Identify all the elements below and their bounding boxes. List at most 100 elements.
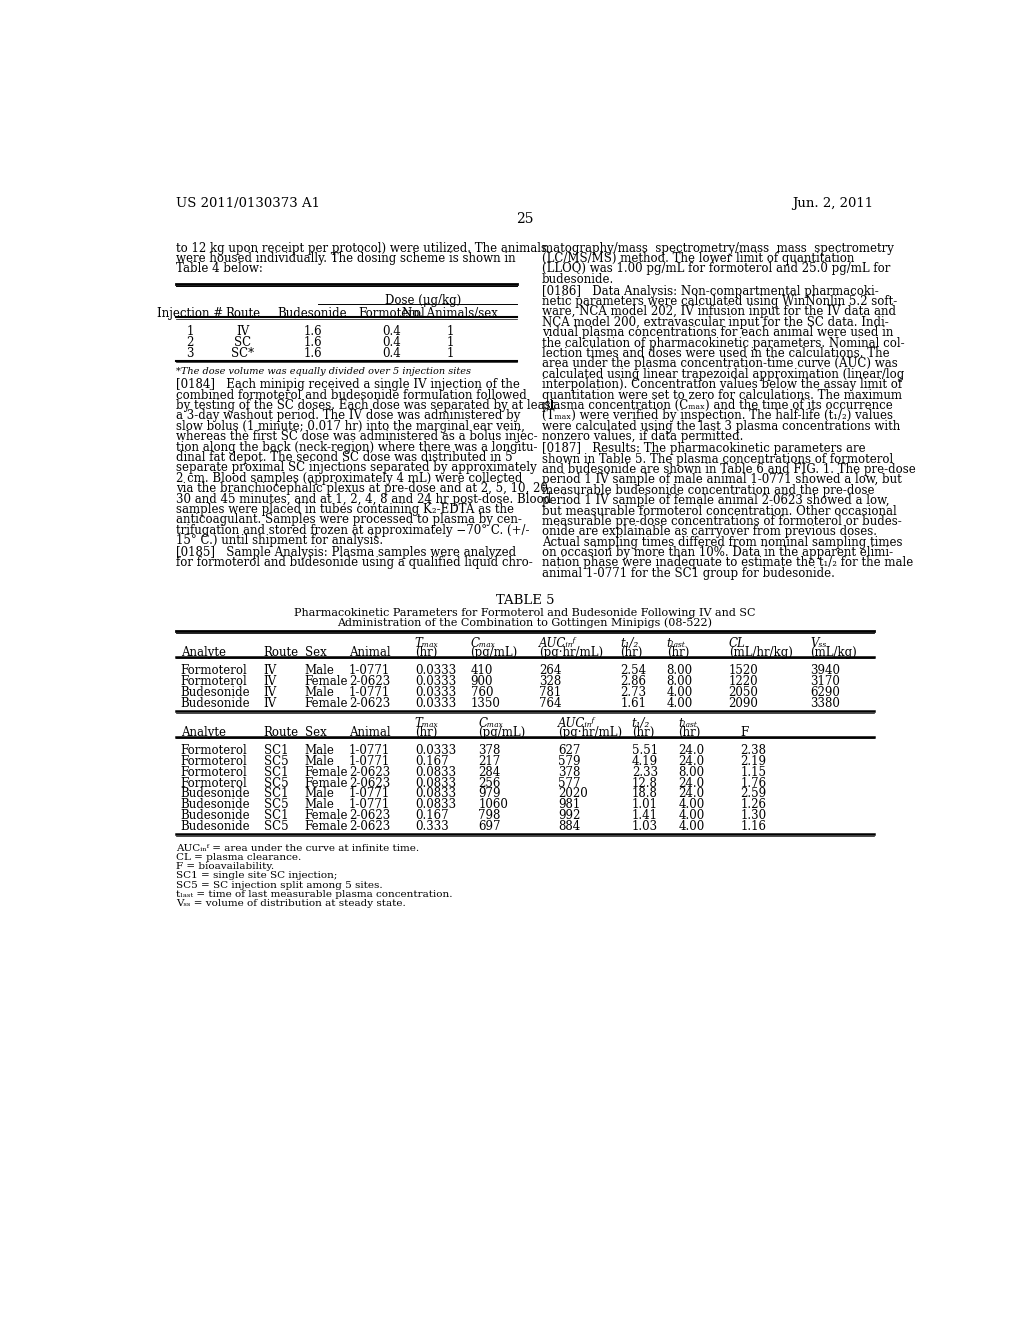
- Text: period 1 IV sample of male animal 1-0771 showed a low, but: period 1 IV sample of male animal 1-0771…: [542, 474, 901, 486]
- Text: 4.00: 4.00: [667, 697, 693, 710]
- Text: 2.38: 2.38: [740, 744, 766, 758]
- Text: 1520: 1520: [729, 664, 759, 677]
- Text: 284: 284: [478, 766, 501, 779]
- Text: Female: Female: [305, 675, 348, 688]
- Text: tₗₐₛₜ: tₗₐₛₜ: [678, 718, 697, 730]
- Text: 1-0771: 1-0771: [349, 755, 390, 768]
- Text: Budesonide: Budesonide: [180, 799, 250, 812]
- Text: F = bioavailability.: F = bioavailability.: [176, 862, 274, 871]
- Text: Route: Route: [263, 645, 299, 659]
- Text: Female: Female: [305, 809, 348, 822]
- Text: F: F: [740, 726, 749, 739]
- Text: Vₛₛ = volume of distribution at steady state.: Vₛₛ = volume of distribution at steady s…: [176, 899, 406, 908]
- Text: for formoterol and budesonide using a qualified liquid chro-: for formoterol and budesonide using a qu…: [176, 557, 532, 569]
- Text: 2.19: 2.19: [740, 755, 766, 768]
- Text: 8.00: 8.00: [667, 664, 693, 677]
- Text: Male: Male: [305, 686, 335, 698]
- Text: 1: 1: [446, 347, 454, 359]
- Text: shown in Table 5. The plasma concentrations of formoterol: shown in Table 5. The plasma concentrati…: [542, 453, 893, 466]
- Text: Dose (μg/kg): Dose (μg/kg): [385, 293, 462, 306]
- Text: 264: 264: [539, 664, 561, 677]
- Text: (pg/mL): (pg/mL): [471, 645, 518, 659]
- Text: t₁/₂: t₁/₂: [632, 718, 650, 730]
- Text: 0.0833: 0.0833: [415, 788, 456, 800]
- Text: 1: 1: [446, 325, 454, 338]
- Text: 992: 992: [558, 809, 581, 822]
- Text: 781: 781: [539, 686, 561, 698]
- Text: 217: 217: [478, 755, 501, 768]
- Text: IV: IV: [263, 686, 276, 698]
- Text: 798: 798: [478, 809, 501, 822]
- Text: plasma concentration (Cₘₐₓ) and the time of its occurrence: plasma concentration (Cₘₐₓ) and the time…: [542, 399, 893, 412]
- Text: Budesonide: Budesonide: [180, 809, 250, 822]
- Text: SC1 = single site SC injection;: SC1 = single site SC injection;: [176, 871, 338, 880]
- Text: lection times and doses were used in the calculations. The: lection times and doses were used in the…: [542, 347, 890, 360]
- Text: SC*: SC*: [231, 347, 254, 359]
- Text: SC1: SC1: [263, 809, 288, 822]
- Text: 1060: 1060: [478, 799, 508, 812]
- Text: Sex: Sex: [305, 645, 327, 659]
- Text: budesonide.: budesonide.: [542, 273, 614, 285]
- Text: Male: Male: [305, 788, 335, 800]
- Text: SC5 = SC injection split among 5 sites.: SC5 = SC injection split among 5 sites.: [176, 880, 383, 890]
- Text: 328: 328: [539, 675, 561, 688]
- Text: Male: Male: [305, 744, 335, 758]
- Text: 2.54: 2.54: [621, 664, 646, 677]
- Text: 2: 2: [186, 335, 194, 348]
- Text: 0.0333: 0.0333: [415, 744, 456, 758]
- Text: Actual sampling times differed from nominal sampling times: Actual sampling times differed from nomi…: [542, 536, 902, 549]
- Text: 0.4: 0.4: [382, 347, 400, 359]
- Text: slow bolus (1 minute; 0.017 hr) into the marginal ear vein,: slow bolus (1 minute; 0.017 hr) into the…: [176, 420, 525, 433]
- Text: nation phase were inadequate to estimate the t₁/₂ for the male: nation phase were inadequate to estimate…: [542, 557, 913, 569]
- Text: Table 4 below:: Table 4 below:: [176, 263, 263, 276]
- Text: AUCᵢₙᶠ: AUCᵢₙᶠ: [539, 638, 575, 651]
- Text: Injection #: Injection #: [157, 306, 223, 319]
- Text: 0.333: 0.333: [415, 820, 449, 833]
- Text: CL: CL: [729, 638, 745, 651]
- Text: 1-0771: 1-0771: [349, 799, 390, 812]
- Text: 378: 378: [478, 744, 501, 758]
- Text: Tₘₐₓ: Tₘₐₓ: [415, 638, 438, 651]
- Text: anticoagulant. Samples were processed to plasma by cen-: anticoagulant. Samples were processed to…: [176, 513, 522, 527]
- Text: 1220: 1220: [729, 675, 758, 688]
- Text: 579: 579: [558, 755, 581, 768]
- Text: 1.6: 1.6: [303, 347, 322, 359]
- Text: 410: 410: [471, 664, 493, 677]
- Text: SC5: SC5: [263, 799, 288, 812]
- Text: 760: 760: [471, 686, 493, 698]
- Text: (mL/hr/kg): (mL/hr/kg): [729, 645, 793, 659]
- Text: vidual plasma concentrations for each animal were used in: vidual plasma concentrations for each an…: [542, 326, 893, 339]
- Text: SC5: SC5: [263, 820, 288, 833]
- Text: Route: Route: [225, 306, 260, 319]
- Text: 1.01: 1.01: [632, 799, 657, 812]
- Text: (hr): (hr): [667, 645, 689, 659]
- Text: (hr): (hr): [632, 726, 654, 739]
- Text: 5.51: 5.51: [632, 744, 657, 758]
- Text: 1-0771: 1-0771: [349, 686, 390, 698]
- Text: 900: 900: [471, 675, 493, 688]
- Text: 1.6: 1.6: [303, 335, 322, 348]
- Text: animal 1-0771 for the SC1 group for budesonide.: animal 1-0771 for the SC1 group for bude…: [542, 566, 835, 579]
- Text: to 12 kg upon receipt per protocol) were utilized. The animals: to 12 kg upon receipt per protocol) were…: [176, 242, 547, 255]
- Text: tₗₐₛₜ = time of last measurable plasma concentration.: tₗₐₛₜ = time of last measurable plasma c…: [176, 890, 453, 899]
- Text: combined formoterol and budesonide formulation followed: combined formoterol and budesonide formu…: [176, 388, 526, 401]
- Text: (hr): (hr): [678, 726, 700, 739]
- Text: Formoterol: Formoterol: [180, 744, 248, 758]
- Text: 1.26: 1.26: [740, 799, 766, 812]
- Text: No. Animals/sex: No. Animals/sex: [402, 306, 499, 319]
- Text: 1: 1: [446, 335, 454, 348]
- Text: 18.8: 18.8: [632, 788, 657, 800]
- Text: 2.73: 2.73: [621, 686, 646, 698]
- Text: Formoterol: Formoterol: [180, 664, 248, 677]
- Text: Budesonide: Budesonide: [180, 686, 250, 698]
- Text: Male: Male: [305, 799, 335, 812]
- Text: 0.0833: 0.0833: [415, 766, 456, 779]
- Text: 4.00: 4.00: [678, 799, 705, 812]
- Text: (LLOQ) was 1.00 pg/mL for formoterol and 25.0 pg/mL for: (LLOQ) was 1.00 pg/mL for formoterol and…: [542, 263, 890, 276]
- Text: whereas the first SC dose was administered as a bolus injec-: whereas the first SC dose was administer…: [176, 430, 538, 444]
- Text: netic parameters were calculated using WinNonlin 5.2 soft-: netic parameters were calculated using W…: [542, 296, 897, 308]
- Text: (hr): (hr): [621, 645, 642, 659]
- Text: 2-0623: 2-0623: [349, 766, 390, 779]
- Text: t₁/₂: t₁/₂: [621, 638, 638, 651]
- Text: 4.00: 4.00: [678, 809, 705, 822]
